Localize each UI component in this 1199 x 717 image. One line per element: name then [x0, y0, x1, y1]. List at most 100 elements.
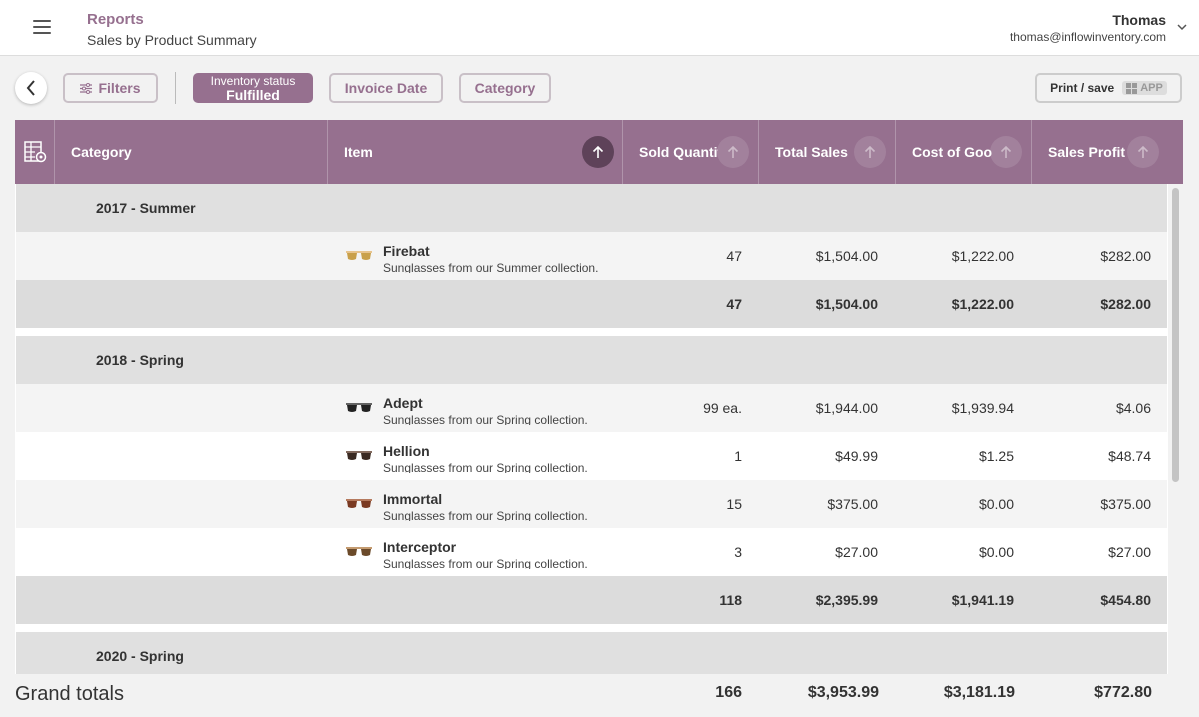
table-row[interactable]: Hellion Sunglasses from our Spring colle…: [16, 432, 1167, 480]
column-header-cost-of-goods[interactable]: Cost of Goods: [896, 120, 1032, 184]
status-filter-value: Fulfilled: [226, 87, 280, 103]
total-sales: $375.00: [827, 496, 878, 512]
sort-button[interactable]: [1127, 136, 1159, 168]
total-sales: $1,504.00: [815, 248, 878, 264]
sold-quantity: 99 ea.: [703, 400, 742, 416]
table-header: Category Item Sold Quantity Total Sales …: [15, 120, 1183, 184]
cost-of-goods: $1,222.00: [951, 248, 1014, 264]
total-sales: $49.99: [835, 448, 878, 464]
group-label: 2018 - Spring: [96, 352, 184, 368]
column-label: Sold Quantity: [639, 144, 718, 160]
grand-total-quantity: 166: [715, 684, 742, 701]
column-header-item[interactable]: Item: [328, 120, 623, 184]
column-label: Sales Profit: [1048, 144, 1126, 160]
app-badge-label: APP: [1140, 82, 1163, 94]
subtotal-cost: $1,222.00: [951, 296, 1014, 312]
sold-quantity: 47: [726, 248, 742, 264]
sales-profit: $282.00: [1100, 248, 1151, 264]
item-name[interactable]: Interceptor: [383, 539, 457, 555]
sunglasses-icon: [346, 499, 372, 508]
sunglasses-icon: [346, 451, 372, 460]
filters-label: Filters: [98, 80, 141, 96]
subtotal-profit: $454.80: [1100, 592, 1151, 608]
filters-button[interactable]: Filters: [63, 73, 158, 103]
table-scrollbar[interactable]: [1168, 184, 1183, 674]
sold-quantity: 3: [734, 544, 742, 560]
print-save-button[interactable]: Print / save APP: [1035, 73, 1182, 103]
table-row[interactable]: Firebat Sunglasses from our Summer colle…: [16, 232, 1167, 280]
sales-profit: $375.00: [1100, 496, 1151, 512]
subtotal-cost: $1,941.19: [951, 592, 1014, 608]
column-label: Item: [344, 144, 373, 160]
item-description: Sunglasses from our Spring collection.: [383, 461, 588, 473]
grand-totals-label: Grand totals: [15, 683, 124, 705]
item-name[interactable]: Adept: [383, 395, 423, 411]
category-filter[interactable]: Category: [459, 73, 551, 103]
scrollbar-thumb[interactable]: [1172, 188, 1179, 482]
user-email[interactable]: thomas@inflowinventory.com: [1009, 30, 1166, 44]
item-name[interactable]: Immortal: [383, 491, 443, 507]
item-description: Sunglasses from our Spring collection.: [383, 509, 588, 521]
sales-profit: $27.00: [1108, 544, 1151, 560]
sunglasses-icon: [346, 251, 372, 260]
grand-total-cost: $3,181.19: [943, 684, 1015, 701]
column-header-sold-quantity[interactable]: Sold Quantity: [623, 120, 759, 184]
arrow-up-icon: [864, 145, 876, 158]
sold-quantity: 1: [734, 448, 742, 464]
arrow-up-icon: [1137, 145, 1149, 158]
group-label: 2020 - Spring: [96, 648, 184, 664]
menu-icon[interactable]: [33, 20, 51, 34]
cost-of-goods: $0.00: [978, 496, 1014, 512]
toolbar-divider: [175, 72, 176, 104]
arrow-up-icon: [1000, 145, 1012, 158]
table-row[interactable]: Interceptor Sunglasses from our Spring c…: [16, 528, 1167, 576]
windows-icon: [1126, 82, 1138, 94]
cost-of-goods: $1.25: [978, 448, 1014, 464]
sort-button[interactable]: [854, 136, 886, 168]
sort-button[interactable]: [717, 136, 749, 168]
sunglasses-icon: [346, 403, 372, 412]
sort-button[interactable]: [990, 136, 1022, 168]
group-label: 2017 - Summer: [96, 200, 196, 216]
chevron-down-icon[interactable]: [1177, 22, 1187, 32]
sales-profit: $4.06: [1115, 400, 1151, 416]
sliders-icon: [80, 82, 93, 94]
chevron-left-icon: [26, 80, 35, 96]
group-header-row[interactable]: 2018 - Spring: [16, 336, 1167, 384]
column-header-category[interactable]: Category: [55, 120, 328, 184]
item-name[interactable]: Hellion: [383, 443, 430, 459]
user-name[interactable]: Thomas: [1112, 12, 1166, 28]
grand-total-sales: $3,953.99: [807, 684, 879, 701]
app-badge: APP: [1122, 81, 1167, 95]
sold-quantity: 15: [726, 496, 742, 512]
page-title[interactable]: Reports: [87, 11, 144, 28]
total-sales: $27.00: [835, 544, 878, 560]
item-name[interactable]: Firebat: [383, 243, 430, 259]
subtotal-profit: $282.00: [1100, 296, 1151, 312]
page-subtitle: Sales by Product Summary: [87, 32, 257, 48]
grand-total-profit: $772.80: [1094, 684, 1152, 701]
column-header-sales-profit[interactable]: Sales Profit: [1032, 120, 1183, 184]
group-header-row[interactable]: 2017 - Summer: [16, 184, 1167, 232]
inventory-status-filter[interactable]: Inventory status Fulfilled: [193, 73, 313, 103]
table-row[interactable]: Adept Sunglasses from our Spring collect…: [16, 384, 1167, 432]
status-filter-label: Inventory status: [210, 74, 296, 88]
arrow-up-icon: [727, 145, 739, 158]
arrow-up-icon: [592, 145, 604, 158]
subtotal-quantity: 118: [719, 592, 742, 608]
column-header-total-sales[interactable]: Total Sales: [759, 120, 896, 184]
sort-button[interactable]: [582, 136, 614, 168]
top-bar: Reports Sales by Product Summary Thomas …: [0, 0, 1199, 56]
item-description: Sunglasses from our Spring collection.: [383, 557, 588, 569]
column-label: Total Sales: [775, 144, 848, 160]
column-settings-button[interactable]: [15, 120, 55, 184]
back-button[interactable]: [15, 72, 47, 104]
subtotal-sales: $2,395.99: [815, 592, 878, 608]
table-row[interactable]: Immortal Sunglasses from our Spring coll…: [16, 480, 1167, 528]
subtotal-quantity: 47: [726, 296, 742, 312]
column-label: Cost of Goods: [912, 144, 992, 160]
invoice-date-filter[interactable]: Invoice Date: [329, 73, 443, 103]
group-header-row[interactable]: 2020 - Spring: [16, 632, 1167, 674]
cost-of-goods: $0.00: [978, 544, 1014, 560]
item-description: Sunglasses from our Spring collection.: [383, 413, 588, 425]
